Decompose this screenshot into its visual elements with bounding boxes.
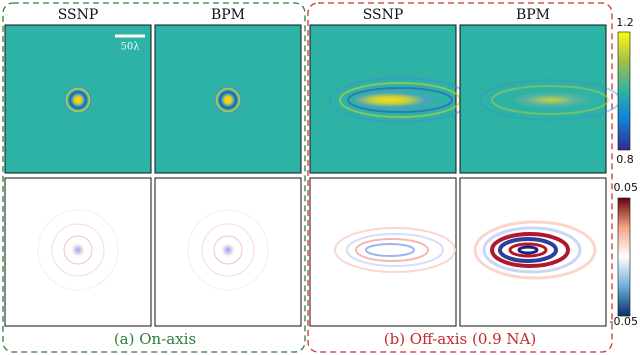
colorbar-max: 0.05: [614, 181, 639, 194]
colorbar: [617, 31, 631, 151]
column-title: BPM: [211, 7, 245, 23]
fringes: [334, 227, 456, 273]
panel: [309, 177, 457, 327]
rings: [187, 209, 269, 291]
column-title: SSNP: [58, 7, 99, 23]
column-title: BPM: [516, 7, 550, 23]
beam: [515, 91, 605, 109]
difference-row: [4, 177, 607, 327]
rings: [37, 209, 119, 291]
intensity-row: 50λ: [4, 24, 621, 174]
colorbar-min: 0.8: [616, 153, 634, 166]
colorbar-min: -0.05: [610, 315, 638, 328]
column-title: SSNP: [363, 7, 404, 23]
fringes: [473, 220, 597, 280]
scale-bar-label: 50λ: [120, 42, 140, 53]
spot: [70, 242, 86, 258]
group-a-frame: [2, 2, 306, 353]
caption: (a) On-axis: [114, 330, 196, 348]
spot: [220, 242, 236, 258]
spot: [64, 86, 92, 114]
colorbar-max: 1.2: [616, 16, 634, 29]
group-b-frame: [307, 2, 613, 353]
beam: [355, 90, 455, 110]
colorbar: [617, 197, 631, 317]
spot: [214, 86, 242, 114]
caption: (b) Off-axis (0.9 NA): [384, 330, 537, 348]
